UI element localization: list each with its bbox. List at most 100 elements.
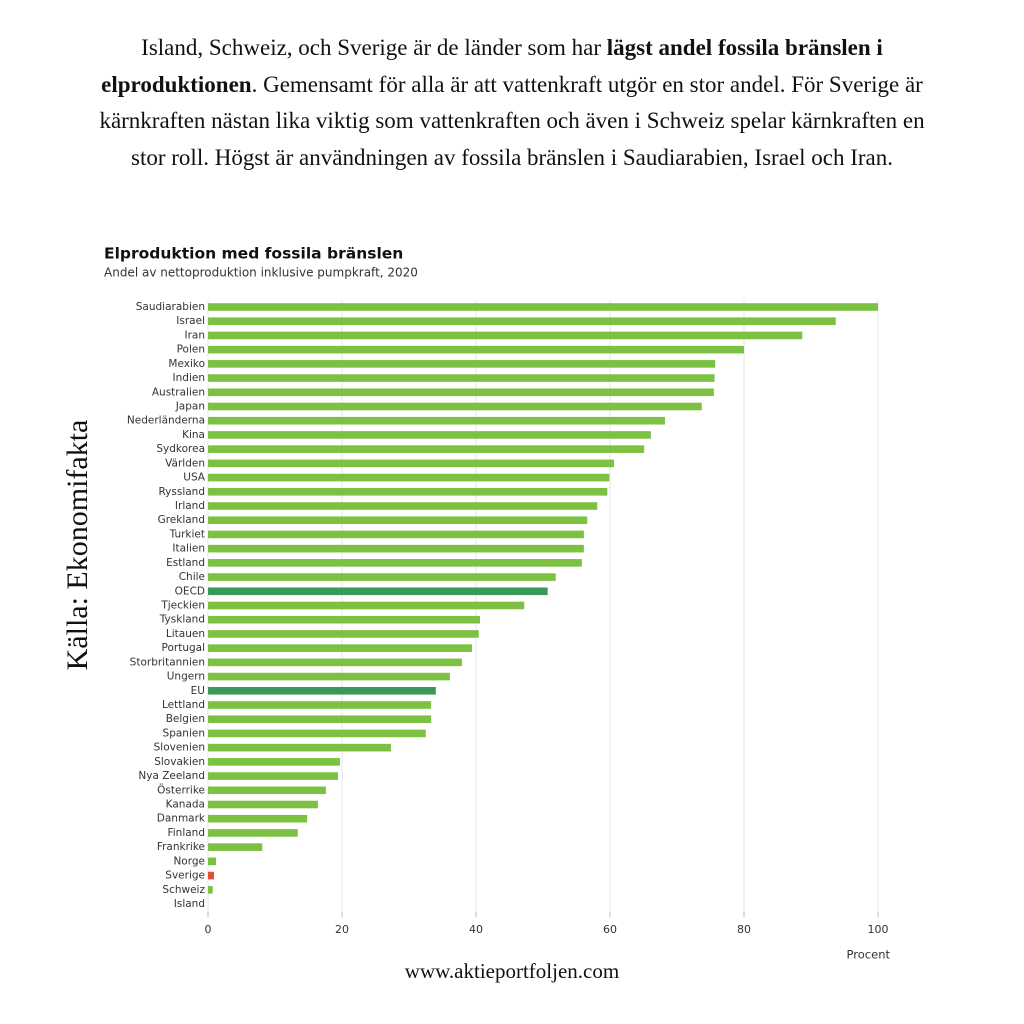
y-tick-label: Nederländerna — [127, 415, 205, 427]
y-tick-label: Finland — [167, 827, 205, 839]
y-tick-label: Chile — [179, 571, 205, 583]
bar — [208, 431, 651, 439]
y-tick-label: Belgien — [166, 713, 205, 725]
intro-segment: Island, Schweiz, och Sverige är de lände… — [141, 35, 607, 60]
bar — [208, 487, 608, 496]
y-tick-label: Island — [174, 898, 205, 910]
y-tick-label: Danmark — [157, 813, 206, 825]
x-tick-label: 20 — [335, 923, 349, 936]
y-tick-label: Sverige — [165, 870, 205, 882]
bar — [208, 573, 556, 581]
y-tick-label: Italien — [172, 543, 205, 555]
x-tick-label: 100 — [868, 923, 889, 936]
bar — [208, 530, 584, 539]
y-tick-label: Kanada — [166, 799, 205, 811]
bar — [208, 615, 481, 624]
y-tick-label: USA — [183, 472, 206, 484]
y-tick-label: Grekland — [158, 514, 205, 526]
bar — [208, 672, 450, 681]
y-tick-label: Storbritannien — [130, 656, 205, 668]
footer: www.aktieportfoljen.com — [405, 959, 619, 983]
bar — [208, 416, 665, 425]
y-tick-label: Norge — [173, 855, 205, 867]
bar — [208, 644, 472, 652]
bar — [208, 544, 584, 553]
chart-subtitle: Andel av nettoproduktion inklusive pumpk… — [104, 266, 418, 280]
x-tick-label: 80 — [737, 923, 751, 936]
bar — [208, 857, 217, 866]
y-tick-label: Världen — [165, 457, 205, 469]
bar — [208, 374, 715, 382]
bar — [208, 345, 744, 354]
bar — [208, 885, 213, 894]
bar — [208, 630, 479, 638]
y-tick-label: Iran — [184, 329, 205, 341]
bar — [208, 559, 582, 567]
bar — [208, 360, 716, 368]
y-tick-label: Sydkorea — [156, 443, 205, 455]
y-tick-label: Slovakien — [154, 756, 205, 768]
y-tick-label: Ungern — [167, 671, 205, 683]
y-tick-label: Ryssland — [158, 486, 205, 498]
bar — [208, 388, 714, 397]
bar — [208, 473, 610, 482]
y-tick-label: Slovenien — [154, 742, 205, 754]
y-tick-label: Litauen — [166, 628, 205, 640]
bar — [208, 331, 803, 340]
y-tick-label: Kina — [182, 429, 205, 441]
bar — [208, 303, 878, 311]
bar — [208, 459, 615, 468]
bar — [208, 601, 525, 610]
y-tick-label: Nya Zeeland — [138, 770, 205, 782]
bar — [208, 686, 436, 695]
x-tick-label: 40 — [469, 923, 483, 936]
bar — [208, 402, 702, 411]
y-tick-label: Irland — [175, 500, 205, 512]
bar — [208, 814, 308, 823]
y-tick-label: OECD — [175, 585, 205, 597]
intro-text: Island, Schweiz, och Sverige är de lände… — [92, 30, 932, 176]
bar — [208, 701, 432, 709]
y-tick-label: Indien — [173, 372, 205, 384]
bar — [208, 758, 340, 766]
y-tick-label: EU — [191, 685, 205, 697]
y-tick-label: Frankrike — [157, 841, 205, 853]
y-tick-label: Tyskland — [159, 614, 205, 626]
bar — [208, 317, 836, 326]
bar — [208, 715, 432, 724]
x-tick-label: 0 — [205, 923, 212, 936]
y-tick-label: Tjeckien — [160, 600, 205, 612]
y-tick-label: Australien — [152, 386, 205, 398]
intro-segment: lägst andel fossila bränslen i elprodukt… — [101, 35, 883, 97]
x-axis-label: Procent — [847, 948, 891, 962]
y-tick-label: Portugal — [162, 642, 206, 654]
chart-title: Elproduktion med fossila bränslen — [104, 245, 403, 263]
bar — [208, 502, 598, 510]
y-tick-label: Polen — [177, 344, 205, 356]
bar — [208, 516, 588, 525]
bar — [208, 743, 391, 752]
bar — [208, 786, 326, 795]
bar — [208, 829, 298, 837]
bar — [208, 800, 318, 809]
bar — [208, 843, 263, 851]
y-tick-label: Mexiko — [168, 358, 205, 370]
y-tick-label: Japan — [175, 401, 205, 413]
x-tick-label: 60 — [603, 923, 617, 936]
bar — [208, 587, 548, 596]
bar — [208, 445, 645, 453]
source: Källa: Ekonomifakta — [61, 420, 94, 671]
y-tick-label: Spanien — [163, 727, 205, 739]
y-tick-label: Turkiet — [169, 528, 205, 540]
intro-segment: . Gemensamt för alla är att vattenkraft … — [99, 71, 925, 170]
bar — [208, 729, 426, 738]
bar — [208, 772, 338, 780]
bar — [208, 658, 462, 667]
y-tick-label: Estland — [166, 557, 205, 569]
y-tick-label: Lettland — [162, 699, 205, 711]
y-tick-label: Saudiarabien — [136, 301, 205, 313]
bar — [208, 871, 215, 880]
y-tick-label: Schweiz — [162, 884, 205, 896]
